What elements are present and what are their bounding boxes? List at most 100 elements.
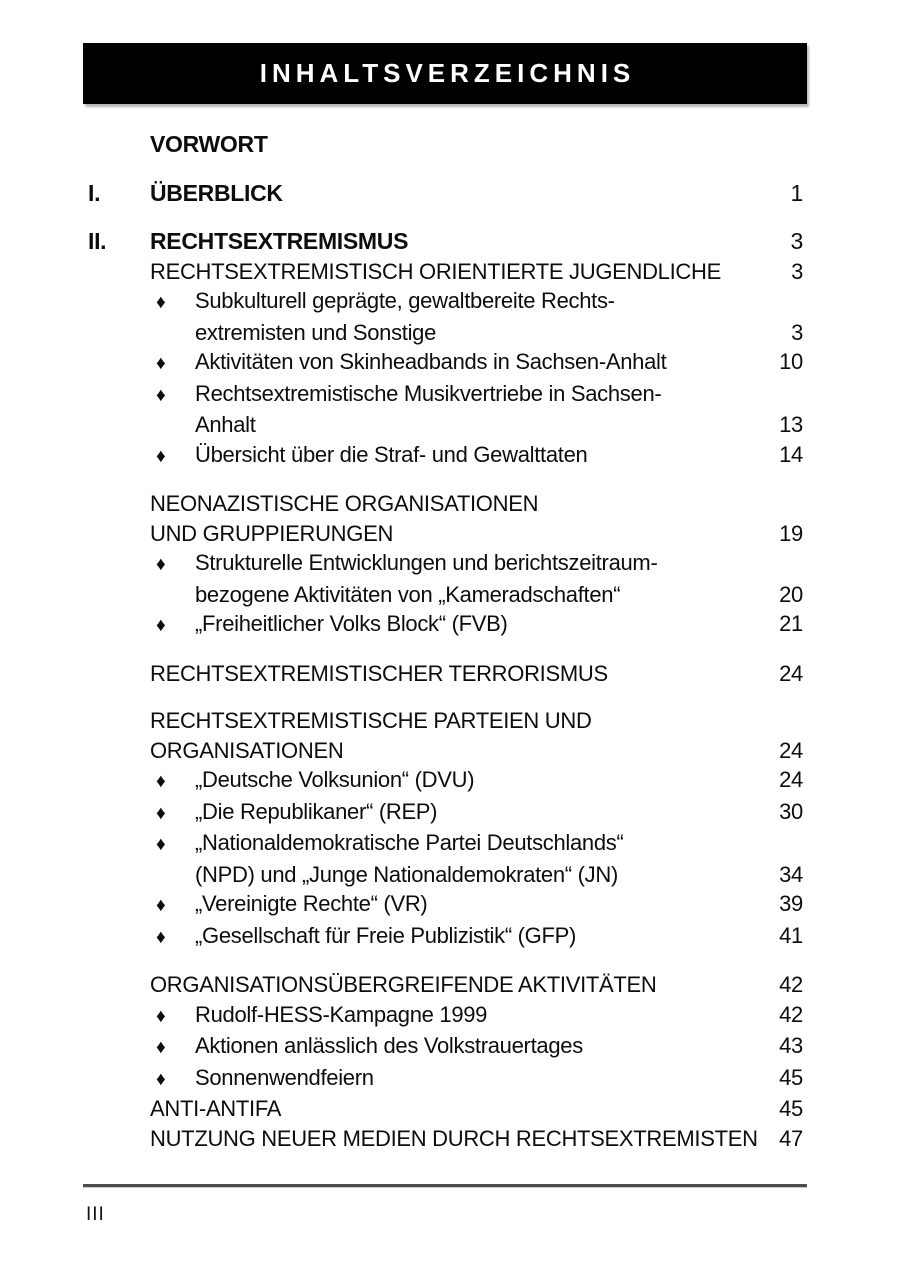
toc-page-number: 14: [779, 441, 803, 467]
toc-page-number: 41: [779, 922, 803, 948]
toc-page-number: 42: [779, 1001, 803, 1027]
toc-page-number: 39: [779, 891, 803, 916]
toc-row: RECHTSEXTREMISTISCHE PARTEIEN UND: [88, 706, 803, 736]
page-title: INHALTSVERZEICHNIS: [259, 58, 636, 88]
toc-row: ♦ „Freiheitlicher Volks Block“ (FVB) 21: [88, 609, 803, 641]
toc-page-number: 21: [779, 611, 803, 636]
toc-entry-text: NUTZUNG NEUER MEDIEN DURCH RECHTSEXTREMI…: [150, 1125, 758, 1151]
toc-row: extremisten und Sonstige 3: [88, 318, 803, 348]
bullet-diamond-icon: ♦: [156, 1005, 166, 1027]
footer-divider: [83, 1184, 807, 1188]
toc-row: RECHTSEXTREMISTISCHER TERRORISMUS 24: [88, 659, 803, 689]
toc-page-number: 30: [779, 798, 803, 824]
toc-row: ♦ „Gesellschaft für Freie Publizistik“ (G…: [88, 921, 803, 953]
bullet-diamond-icon: ♦: [156, 834, 166, 855]
toc-row: ♦ „Die Republikaner“ (REP) 30: [88, 797, 803, 829]
toc-page-number: 43: [779, 1033, 803, 1058]
toc-row: II. RECHTSEXTREMISMUS 3: [88, 227, 803, 257]
toc-entry-text: ANTI-ANTIFA: [150, 1096, 282, 1121]
toc-entry-text: bezogene Aktivitäten von „Kameradschafte…: [195, 581, 621, 607]
toc-roman-numeral: I.: [88, 179, 101, 206]
toc-page-number: 3: [791, 258, 803, 284]
toc-row: VORWORT: [88, 130, 803, 160]
toc-entry-text: ORGANISATIONEN: [150, 737, 344, 763]
toc-page-number: 45: [779, 1096, 803, 1121]
toc-entry-text: Rechtsextremistische Musikvertriebe in S…: [195, 380, 662, 406]
toc-row: ANTI-ANTIFA 45: [88, 1094, 803, 1124]
toc-page-number: 20: [779, 581, 803, 607]
toc-page-number: 24: [779, 737, 803, 763]
toc-entry-text: RECHTSEXTREMISMUS: [150, 228, 409, 254]
toc-row: ♦ Rudolf-HESS-Kampagne 1999 42: [88, 1000, 803, 1032]
toc-entry-text: Rudolf-HESS-Kampagne 1999: [195, 1001, 488, 1027]
toc-page-number: 34: [779, 861, 803, 887]
toc-entry-text: ORGANISATIONSÜBERGREIFENDE AKTIVITÄTEN: [150, 972, 657, 997]
toc-row: ♦ Übersicht über die Straf- und Gewalttat…: [88, 440, 803, 472]
toc-entry-text: „Nationaldemokratische Partei Deutschlan…: [195, 830, 624, 855]
bullet-diamond-icon: ♦: [156, 353, 166, 374]
bullet-diamond-icon: ♦: [156, 1037, 166, 1058]
table-of-contents: VORWORT I. ÜBERBLICK 1 II. RECHTSEXTREMISMUS 3…: [88, 104, 803, 1153]
toc-row: I. ÜBERBLICK 1: [88, 179, 803, 209]
toc-row: ♦ Aktivitäten von Skinheadbands in Sachse…: [88, 347, 803, 379]
toc-page-number: 10: [779, 349, 803, 374]
toc-row: NEONAZISTISCHE ORGANISATIONEN: [88, 489, 803, 519]
bullet-diamond-icon: ♦: [156, 554, 166, 575]
toc-row: ♦ Strukturelle Entwicklungen und berichts…: [88, 548, 803, 580]
toc-entry-text: Anhalt: [195, 412, 256, 437]
toc-row: (NPD) und „Junge Nationaldemokraten“ (JN…: [88, 860, 803, 890]
bullet-diamond-icon: ♦: [156, 615, 166, 636]
toc-entry-text: VORWORT: [150, 131, 268, 157]
toc-row: ♦ „Nationaldemokratische Partei Deutschla…: [88, 828, 803, 860]
toc-row: ♦ „Vereinigte Rechte“ (VR) 39: [88, 889, 803, 921]
toc-row: UND GRUPPIERUNGEN 19: [88, 519, 803, 549]
bullet-diamond-icon: ♦: [156, 1068, 166, 1090]
toc-page-number: 3: [791, 319, 803, 345]
toc-entry-text: Aktionen anlässlich des Volkstrauertages: [195, 1033, 583, 1058]
toc-row: ORGANISATIONEN 24: [88, 736, 803, 766]
title-bar: INHALTSVERZEICHNIS: [83, 43, 807, 104]
toc-page-number: 24: [779, 767, 803, 792]
bullet-diamond-icon: ♦: [156, 895, 166, 916]
bullet-diamond-icon: ♦: [156, 771, 166, 792]
toc-row: ♦ Subkulturell geprägte, gewaltbereite Re…: [88, 286, 803, 318]
toc-entry-text: Aktivitäten von Skinheadbands in Sachsen…: [195, 349, 667, 374]
toc-entry-text: NEONAZISTISCHE ORGANISATIONEN: [150, 491, 539, 516]
toc-row: bezogene Aktivitäten von „Kameradschafte…: [88, 580, 803, 610]
toc-entry-text: Übersicht über die Straf- und Gewalttate…: [195, 441, 588, 467]
toc-entry-text: (NPD) und „Junge Nationaldemokraten“ (JN…: [195, 861, 618, 887]
toc-page-number: 3: [790, 228, 804, 254]
footer-page-label: III: [86, 1204, 105, 1225]
toc-row: ORGANISATIONSÜBERGREIFENDE AKTIVITÄTEN 42: [88, 970, 803, 1000]
toc-row: ♦ Sonnenwendfeiern 45: [88, 1063, 803, 1095]
toc-row: ♦ Aktionen anlässlich des Volkstrauertage…: [88, 1031, 803, 1063]
toc-row: NUTZUNG NEUER MEDIEN DURCH RECHTSEXTREMI…: [88, 1124, 803, 1154]
toc-page-number: 42: [779, 972, 803, 997]
toc-page-number: 24: [779, 660, 803, 686]
toc-row: ♦ Rechtsextremistische Musikvertriebe in …: [88, 379, 803, 411]
toc-entry-text: extremisten und Sonstige: [195, 319, 437, 345]
bullet-diamond-icon: ♦: [156, 926, 166, 948]
bullet-diamond-icon: ♦: [156, 802, 166, 824]
toc-entry-text: UND GRUPPIERUNGEN: [150, 520, 394, 546]
toc-entry-text: Subkulturell geprägte, gewaltbereite Rec…: [195, 288, 615, 313]
toc-page-number: 19: [779, 520, 803, 546]
bullet-diamond-icon: ♦: [156, 384, 166, 406]
toc-entry-text: „Gesellschaft für Freie Publizistik“ (GF…: [195, 922, 577, 948]
toc-entry-text: RECHTSEXTREMISTISCH ORIENTIERTE JUGENDLI…: [150, 258, 721, 284]
toc-entry-text: Strukturelle Entwicklungen und berichtsz…: [195, 550, 658, 575]
toc-entry-text: „Freiheitlicher Volks Block“ (FVB): [195, 611, 508, 636]
toc-roman-numeral: II.: [88, 228, 107, 254]
toc-row: RECHTSEXTREMISTISCH ORIENTIERTE JUGENDLI…: [88, 257, 803, 287]
toc-entry-text: „Deutsche Volksunion“ (DVU): [195, 767, 475, 792]
toc-entry-text: „Die Republikaner“ (REP): [195, 798, 438, 824]
toc-page-number: 1: [790, 179, 804, 206]
toc-page-number: 13: [779, 412, 803, 437]
toc-row: ♦ „Deutsche Volksunion“ (DVU) 24: [88, 765, 803, 797]
toc-entry-text: RECHTSEXTREMISTISCHE PARTEIEN UND: [150, 708, 592, 733]
toc-entry-text: „Vereinigte Rechte“ (VR): [195, 891, 428, 916]
toc-entry-text: RECHTSEXTREMISTISCHER TERRORISMUS: [150, 660, 608, 686]
bullet-diamond-icon: ♦: [156, 445, 166, 467]
toc-entry-text: Sonnenwendfeiern: [195, 1064, 374, 1090]
